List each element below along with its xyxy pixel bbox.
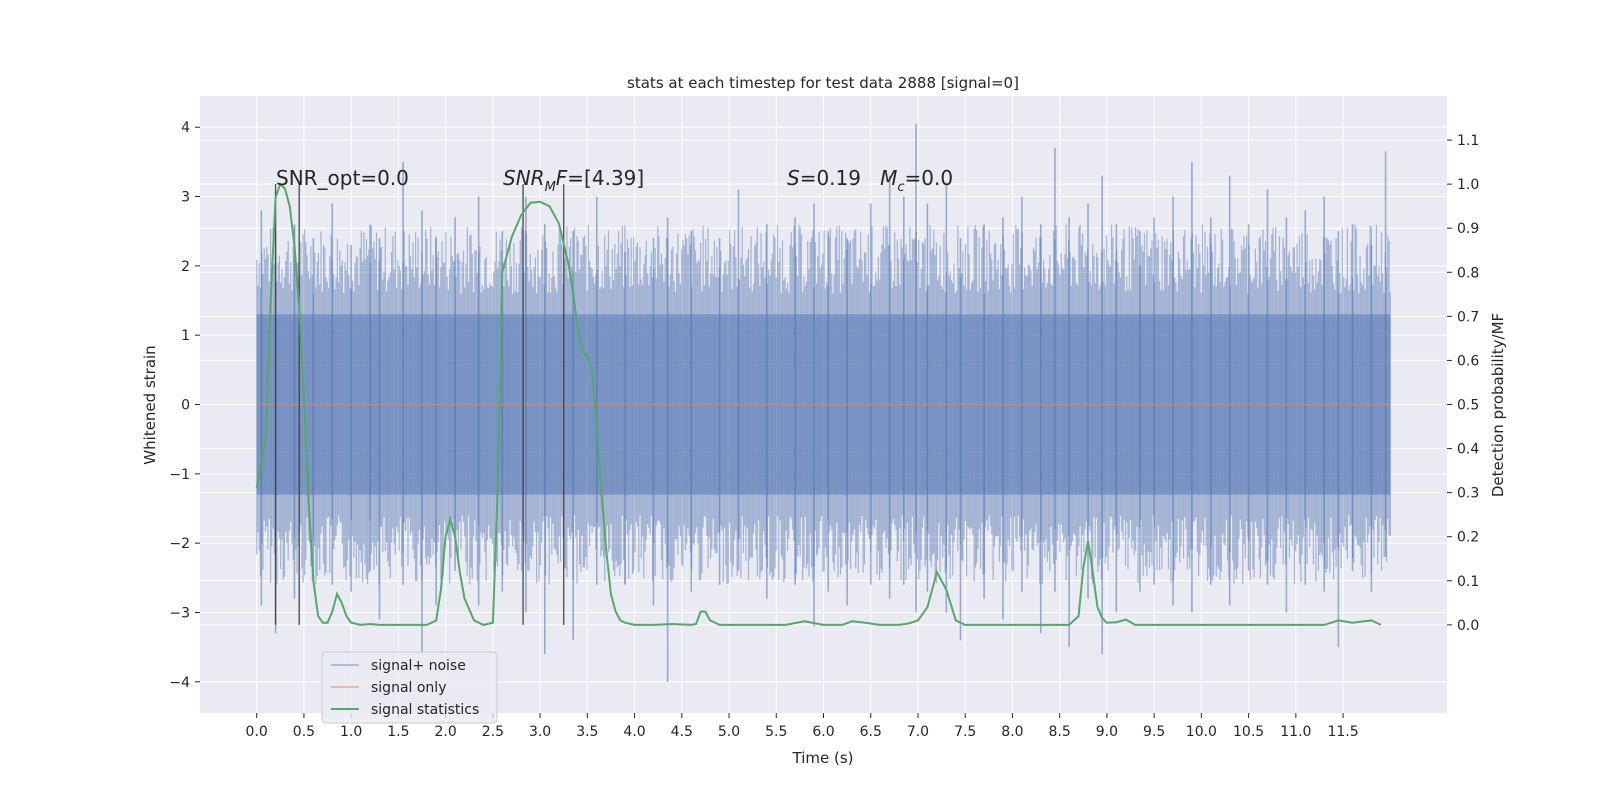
signal-statistics-line xyxy=(255,182,1382,626)
x-axis-ticks: 0.0 0.5 1.0 1.5 2.0 2.5 3.0 3.5 4.0 4.5 5.0 5.5 6.0 6… xyxy=(246,713,1359,740)
x-tick-label: 5.5 xyxy=(765,724,787,740)
y-axis-label: Whitened strain xyxy=(141,345,159,464)
y2-tick-label: 0.1 xyxy=(1457,574,1479,590)
legend-label-signal-noise: signal+ noise xyxy=(371,658,466,674)
legend: signal+ noise signal only signal statist… xyxy=(321,651,498,724)
x-tick-label: 1.5 xyxy=(387,724,409,740)
annotations: SNR_opt=0.0 SNRMF=[4.39] S=0.19 Mc=0.0 xyxy=(276,166,953,195)
x-tick-label: 9.5 xyxy=(1143,724,1165,740)
legend-label-signal-only: signal only xyxy=(371,680,446,696)
y-tick-label: 3 xyxy=(181,190,190,206)
y-tick-label: −1 xyxy=(169,467,190,483)
legend-label-signal-statistics: signal statistics xyxy=(371,702,479,718)
x-tick-label: 4.5 xyxy=(671,724,693,740)
y2-tick-label: 0.4 xyxy=(1457,442,1479,458)
y2-tick-label: 0.9 xyxy=(1457,221,1479,237)
y-tick-label: 1 xyxy=(181,328,190,344)
y-tick-label: −2 xyxy=(169,536,190,552)
y2-tick-label: 0.7 xyxy=(1457,309,1479,325)
x-tick-label: 10.0 xyxy=(1186,724,1217,740)
x-tick-label: 8.5 xyxy=(1049,724,1071,740)
y2-tick-label: 0.3 xyxy=(1457,486,1479,502)
x-tick-label: 7.5 xyxy=(954,724,976,740)
x-tick-label: 0.0 xyxy=(246,724,268,740)
y-tick-label: 4 xyxy=(181,120,190,136)
x-tick-label: 6.0 xyxy=(812,724,834,740)
chart-title: stats at each timestep for test data 288… xyxy=(627,74,1019,92)
x-tick-label: 9.0 xyxy=(1096,724,1118,740)
vertical-markers xyxy=(274,184,565,625)
x-tick-label: 10.5 xyxy=(1233,724,1264,740)
x-tick-label: 2.5 xyxy=(482,724,504,740)
y2-tick-label: 0.8 xyxy=(1457,265,1479,281)
x-tick-label: 0.5 xyxy=(293,724,315,740)
x-tick-label: 7.0 xyxy=(907,724,929,740)
x-tick-label: 2.0 xyxy=(434,724,456,740)
y2-tick-label: 0.0 xyxy=(1457,618,1479,634)
x-tick-label: 5.0 xyxy=(718,724,740,740)
y-tick-label: −3 xyxy=(169,605,190,621)
y2-tick-label: 0.2 xyxy=(1457,530,1479,546)
y-axis-ticks: 4 3 2 1 0 −1 −2 −3 −4 xyxy=(169,120,200,691)
annotation-snr-opt: SNR_opt=0.0 xyxy=(276,166,409,190)
y2-tick-label: 1.1 xyxy=(1457,133,1479,149)
y2-tick-label: 0.6 xyxy=(1457,353,1479,369)
x-tick-label: 1.0 xyxy=(340,724,362,740)
x-tick-label: 6.5 xyxy=(860,724,882,740)
y2-tick-label: 1.0 xyxy=(1457,177,1479,193)
y-tick-label: 2 xyxy=(181,259,190,275)
legend-box xyxy=(321,651,498,724)
y2-axis-ticks: 1.1 1.0 0.9 0.8 0.7 0.6 0.5 0.4 0.3 0.2 0.1 0.0 xyxy=(1447,133,1479,634)
x-tick-label: 3.5 xyxy=(576,724,598,740)
y2-axis-label: Detection probability/MF xyxy=(1489,313,1507,497)
x-tick-label: 3.0 xyxy=(529,724,551,740)
x-tick-label: 4.0 xyxy=(623,724,645,740)
y-tick-label: 0 xyxy=(181,398,190,414)
x-axis-label: Time (s) xyxy=(792,749,854,767)
y-tick-label: −4 xyxy=(169,675,190,691)
x-tick-label: 11.0 xyxy=(1280,724,1311,740)
x-tick-label: 8.0 xyxy=(1001,724,1023,740)
y2-tick-label: 0.5 xyxy=(1457,398,1479,414)
annotation-s-mc: S=0.19 Mc=0.0 xyxy=(787,166,953,195)
annotation-snr-mf: SNRMF=[4.39] xyxy=(503,166,644,195)
signal-statistics-series xyxy=(255,182,1382,626)
x-tick-label: 11.5 xyxy=(1327,724,1358,740)
